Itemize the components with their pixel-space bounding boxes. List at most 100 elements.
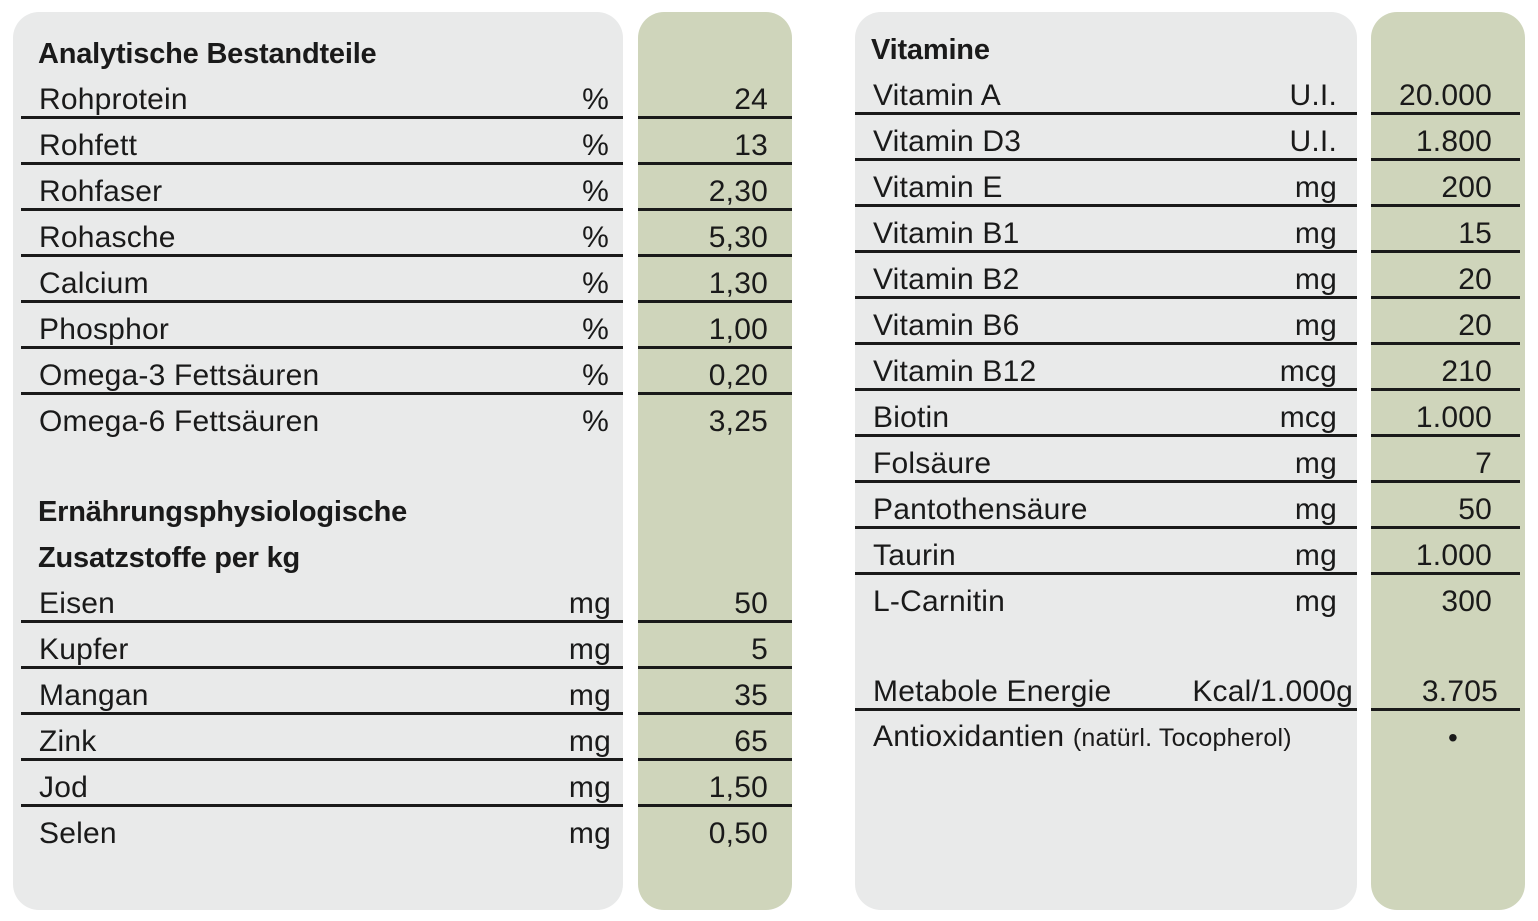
table-row: L-Carnitin mg xyxy=(855,575,1357,621)
antioxidants-name: Antioxidantien (natürl. Tocopherol) xyxy=(873,720,1292,755)
vitamins-heading: Vitamine xyxy=(871,34,990,66)
table-row: Omega-3 Fettsäuren% xyxy=(21,349,623,395)
row-value: 20 xyxy=(1458,309,1492,342)
row-unit: % xyxy=(582,267,609,300)
row-unit: mg xyxy=(1294,171,1337,204)
row-value: 65 xyxy=(734,725,768,758)
row-value: 20 xyxy=(1458,263,1492,296)
table-row: Calcium% xyxy=(21,257,623,303)
table-row-value: 35 xyxy=(638,669,792,715)
antioxidants-row-value: • xyxy=(1371,711,1520,757)
energy-name: Metabole Energie xyxy=(873,675,1112,708)
table-row: Vitamin E mg xyxy=(855,161,1357,207)
analytic-heading: Analytische Bestandteile xyxy=(38,38,377,70)
table-row: Rohfaser% xyxy=(21,165,623,211)
row-name: L-Carnitin xyxy=(873,585,1006,618)
row-name: Omega-3 Fettsäuren xyxy=(39,359,320,392)
row-name: Vitamin B2 xyxy=(873,263,1020,296)
table-row: Vitamin B1 mg xyxy=(855,207,1357,253)
table-row-value: 65 xyxy=(638,715,792,761)
table-row: Vitamin D3 U.I. xyxy=(855,115,1357,161)
row-value: 5 xyxy=(751,633,768,666)
row-name: Biotin xyxy=(873,401,950,434)
table-row-value: 5,30 xyxy=(638,211,792,257)
row-value: 7 xyxy=(1475,447,1492,480)
row-value: 13 xyxy=(734,129,768,162)
additives-heading-line2: Zusatzstoffe per kg xyxy=(38,542,301,574)
row-name: Pantothensäure xyxy=(873,493,1088,526)
table-row: Kupfer mg xyxy=(21,623,623,669)
row-unit: mg xyxy=(1294,217,1337,250)
row-unit: mg xyxy=(1294,309,1337,342)
table-row: Taurin mg xyxy=(855,529,1357,575)
row-name: Rohfett xyxy=(39,129,138,162)
table-row-value: 1,50 xyxy=(638,761,792,807)
row-value: 15 xyxy=(1458,217,1492,250)
table-row-value: 50 xyxy=(638,577,792,623)
row-name: Phosphor xyxy=(39,313,170,346)
row-value: 20.000 xyxy=(1399,79,1492,112)
row-unit: mg xyxy=(1294,263,1337,296)
table-row-value: 3,25 xyxy=(638,395,792,441)
row-unit: mg xyxy=(1294,493,1337,526)
row-value: 1,50 xyxy=(708,771,768,804)
row-name: Vitamin D3 xyxy=(873,125,1022,158)
row-name: Zink xyxy=(39,725,97,758)
row-value: 300 xyxy=(1441,585,1492,618)
row-unit: % xyxy=(582,175,609,208)
right-value-panel xyxy=(1371,12,1525,910)
row-unit: % xyxy=(582,313,609,346)
row-value: 200 xyxy=(1441,171,1492,204)
table-row: Rohfett% xyxy=(21,119,623,165)
row-unit: mg xyxy=(568,587,611,620)
table-row-value: 24 xyxy=(638,73,792,119)
row-unit: % xyxy=(582,359,609,392)
table-row-value: 20 xyxy=(1371,253,1520,299)
row-value: 0,20 xyxy=(708,359,768,392)
table-row-value: 0,20 xyxy=(638,349,792,395)
table-row-value: 2,30 xyxy=(638,165,792,211)
row-name: Vitamin E xyxy=(873,171,1003,204)
energy-value: 3.705 xyxy=(1421,675,1498,708)
table-row: Vitamin B12 mcg xyxy=(855,345,1357,391)
table-row: Omega-6 Fettsäuren% xyxy=(21,395,623,441)
table-row-value: 7 xyxy=(1371,437,1520,483)
antioxidants-label: Antioxidantien xyxy=(873,720,1065,753)
table-row-value: 50 xyxy=(1371,483,1520,529)
row-name: Folsäure xyxy=(873,447,992,480)
table-row: Vitamin A U.I. xyxy=(855,69,1357,115)
row-value: 2,30 xyxy=(708,175,768,208)
table-row: Biotin mcg xyxy=(855,391,1357,437)
row-value: 1.000 xyxy=(1415,401,1492,434)
table-row-value: 1.000 xyxy=(1371,391,1520,437)
row-name: Eisen xyxy=(39,587,116,620)
row-unit: % xyxy=(582,129,609,162)
row-name: Kupfer xyxy=(39,633,129,666)
table-row-value: 0,50 xyxy=(638,807,792,853)
table-row: Vitamin B6 mg xyxy=(855,299,1357,345)
row-unit: mg xyxy=(568,725,611,758)
row-name: Vitamin B12 xyxy=(873,355,1037,388)
row-unit: mcg xyxy=(1279,355,1337,388)
row-unit: mcg xyxy=(1279,401,1337,434)
row-unit: mg xyxy=(568,817,611,850)
table-row: Eisen mg xyxy=(21,577,623,623)
antioxidants-row-label: Antioxidantien (natürl. Tocopherol) xyxy=(855,711,1357,757)
row-unit: % xyxy=(582,221,609,254)
table-row-value: 210 xyxy=(1371,345,1520,391)
row-name: Vitamin A xyxy=(873,79,1001,112)
row-unit: mg xyxy=(568,679,611,712)
row-value: 24 xyxy=(734,83,768,116)
table-row-value: 1,30 xyxy=(638,257,792,303)
table-row: Rohprotein% xyxy=(21,73,623,119)
table-row: Zink mg xyxy=(21,715,623,761)
table-row: Folsäure mg xyxy=(855,437,1357,483)
table-row: Pantothensäure mg xyxy=(855,483,1357,529)
table-row-value: 200 xyxy=(1371,161,1520,207)
row-unit: mg xyxy=(568,633,611,666)
row-name: Rohfaser xyxy=(39,175,163,208)
row-name: Vitamin B1 xyxy=(873,217,1020,250)
row-value: 50 xyxy=(734,587,768,620)
row-value: 1,30 xyxy=(708,267,768,300)
table-row-value: 1,00 xyxy=(638,303,792,349)
